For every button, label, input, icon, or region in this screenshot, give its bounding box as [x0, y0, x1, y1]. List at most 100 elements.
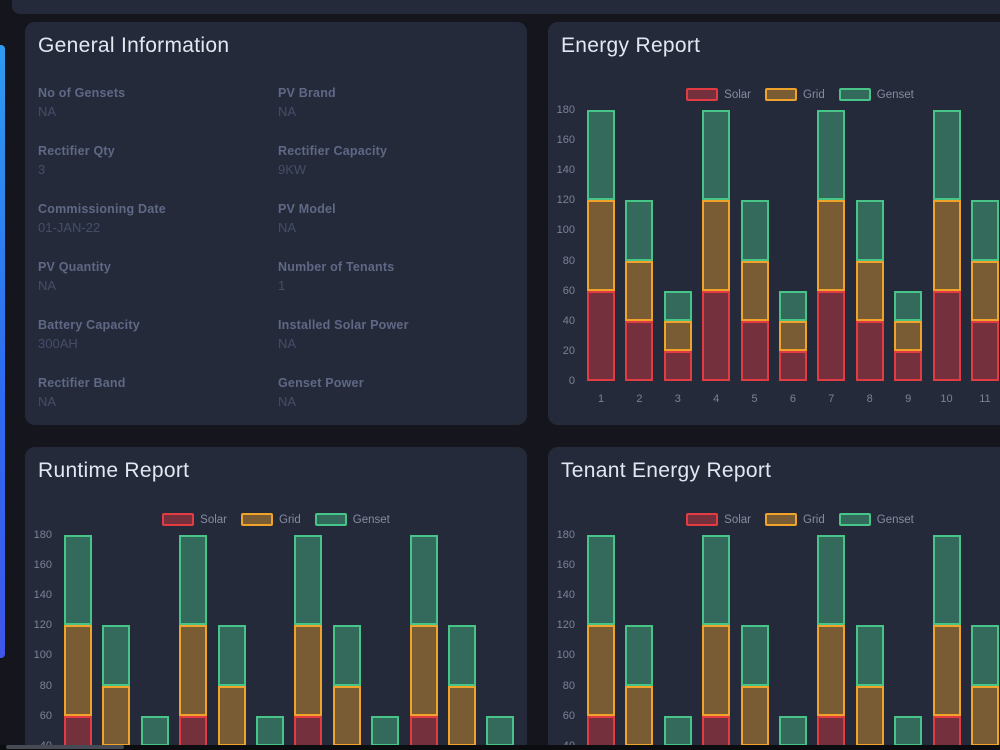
info-field: Genset Power NA [278, 376, 514, 409]
info-field-value: 01-JAN-22 [38, 220, 101, 235]
bar-segment-solar [932, 715, 961, 750]
stacked-bar[interactable] [702, 110, 731, 381]
panel-title-general-info: General Information [38, 34, 230, 57]
horizontal-scrollbar-track[interactable] [0, 745, 1000, 750]
tenant-energy-report-chart[interactable]: Solar Grid Genset 0204060801001201401601801… [548, 447, 1000, 750]
x-tick-label: 10 [940, 393, 953, 405]
stacked-bar[interactable] [663, 715, 692, 750]
stacked-bar[interactable] [817, 535, 846, 750]
bar-segment-grid [702, 625, 731, 716]
info-field-label: Battery Capacity [38, 318, 140, 332]
bar-segment-grid [740, 260, 769, 321]
bar-segment-solar [740, 320, 769, 381]
bar-segment-solar [179, 715, 208, 750]
info-field-label: Number of Tenants [278, 260, 395, 274]
x-tick-label: 11 [979, 393, 991, 405]
stacked-bar[interactable] [817, 110, 846, 381]
bar-segment-solar [625, 320, 654, 381]
legend-swatch-grid-icon [765, 88, 798, 101]
bar-segment-genset [371, 715, 400, 746]
bar-segment-genset [332, 625, 361, 686]
stacked-bar[interactable] [855, 625, 884, 750]
info-field-value: 3 [38, 162, 46, 177]
y-tick-label: 140 [556, 589, 575, 602]
stacked-bar[interactable] [332, 625, 361, 750]
panel-title-tenant-energy-report: Tenant Energy Report [561, 459, 772, 482]
legend-item-grid[interactable]: Grid [241, 513, 301, 526]
stacked-bar[interactable] [64, 535, 92, 750]
bar-segment-grid [855, 685, 884, 746]
horizontal-scrollbar-thumb[interactable] [6, 745, 124, 749]
legend-item-solar[interactable]: Solar [686, 88, 751, 101]
bar-segment-grid [740, 685, 769, 746]
y-tick-label: 120 [556, 194, 575, 207]
legend-item-genset[interactable]: Genset [838, 88, 914, 101]
stacked-bar[interactable] [625, 625, 654, 750]
legend-item-grid[interactable]: Grid [765, 513, 825, 526]
bar-segment-genset [64, 535, 92, 626]
panel-title-energy-report: Energy Report [561, 34, 701, 57]
legend-label: Solar [724, 513, 752, 526]
stacked-bar[interactable] [587, 110, 615, 381]
stacked-bar[interactable] [625, 200, 654, 381]
info-field-label: Rectifier Band [38, 376, 126, 390]
stacked-bar[interactable] [702, 535, 731, 750]
legend-label: Genset [876, 513, 914, 526]
legend-label: Grid [803, 513, 825, 526]
bar-segment-genset [932, 110, 961, 201]
left-accent-bar [0, 45, 5, 658]
bar-segment-grid [855, 260, 884, 321]
y-tick-label: 160 [33, 559, 52, 572]
bar-segment-genset [179, 535, 208, 626]
legend-swatch-genset-icon [314, 513, 347, 526]
info-field-value: NA [278, 104, 297, 119]
bar-segment-genset [740, 200, 769, 261]
y-tick-label: 80 [39, 679, 52, 692]
bar-segment-genset [217, 625, 246, 686]
stacked-bar[interactable] [778, 290, 807, 381]
stacked-bar[interactable] [855, 200, 884, 381]
stacked-bar[interactable] [294, 535, 323, 750]
bar-segment-solar [64, 715, 92, 750]
x-axis: 123456789101112 [587, 393, 1000, 405]
plot-area [587, 535, 1000, 750]
legend-swatch-solar-icon [162, 513, 195, 526]
legend-item-grid[interactable]: Grid [765, 88, 825, 101]
bar-segment-genset [587, 535, 615, 626]
legend-item-genset[interactable]: Genset [838, 513, 914, 526]
legend-item-solar[interactable]: Solar [162, 513, 227, 526]
bar-segment-grid [817, 625, 846, 716]
bar-segment-grid [332, 685, 361, 746]
stacked-bar[interactable] [740, 200, 769, 381]
legend-label: Solar [200, 513, 228, 526]
info-field-label: Genset Power [278, 376, 364, 390]
energy-report-chart[interactable]: Solar Grid Genset 0 20 40 60 80 100 120 140 160 180 1… [548, 22, 1000, 425]
bar-segment-genset [778, 290, 807, 321]
stacked-bar[interactable] [663, 290, 692, 381]
bar-segment-grid [587, 200, 615, 291]
chart-legend: Solar Grid Genset [548, 513, 1000, 526]
stacked-bar[interactable] [894, 290, 923, 381]
stacked-bar[interactable] [740, 625, 769, 750]
stacked-bar[interactable] [932, 110, 961, 381]
stacked-bar[interactable] [970, 200, 999, 381]
stacked-bar[interactable] [970, 625, 999, 750]
bar-segment-grid [217, 685, 246, 746]
stacked-bar[interactable] [587, 535, 615, 750]
bar-segment-grid [409, 625, 438, 716]
bar-segment-grid [179, 625, 208, 716]
stacked-bar[interactable] [409, 535, 438, 750]
stacked-bar[interactable] [102, 625, 131, 750]
stacked-bar[interactable] [179, 535, 208, 750]
legend-item-solar[interactable]: Solar [686, 513, 751, 526]
bar-segment-genset [817, 110, 846, 201]
stacked-bar[interactable] [217, 625, 246, 750]
stacked-bar[interactable] [932, 535, 961, 750]
info-field: PV Brand NA [278, 86, 514, 119]
runtime-report-chart[interactable]: SolarGridGenset0204060801001201401601801… [25, 447, 527, 750]
stacked-bar[interactable] [447, 625, 476, 750]
legend-item-genset[interactable]: Genset [314, 513, 390, 526]
bar-segment-genset [486, 715, 515, 746]
